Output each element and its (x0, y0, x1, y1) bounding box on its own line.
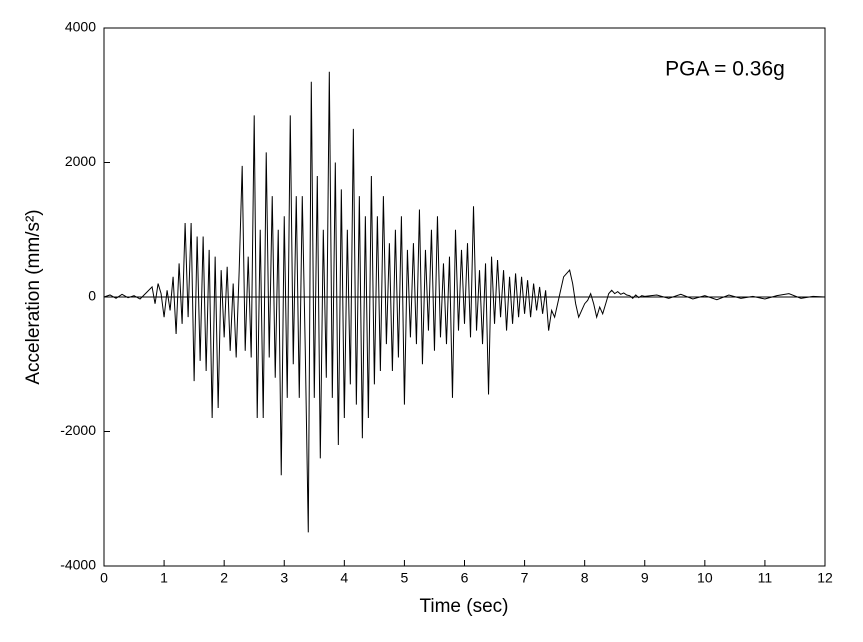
x-tick-label: 3 (280, 570, 288, 586)
x-axis-label: Time (sec) (419, 596, 508, 617)
x-tick-label: 0 (100, 570, 108, 586)
acceleration-line (103, 71, 826, 533)
x-tick-label: 11 (758, 570, 773, 586)
y-tick-label: 4000 (65, 19, 96, 35)
y-tick-label: -2000 (60, 422, 96, 438)
x-tick-label: 9 (641, 570, 649, 586)
y-tick-label: 2000 (65, 153, 96, 169)
x-tick-label: 7 (521, 570, 529, 586)
y-tick-label: 0 (88, 288, 96, 304)
x-tick-label: 4 (340, 570, 348, 586)
x-tick-label: 12 (817, 570, 833, 586)
x-tick-label: 2 (220, 570, 228, 586)
y-axis-label: Acceleration (mm/s²) (23, 209, 44, 384)
x-tick-label: 6 (461, 570, 469, 586)
x-tick-label: 5 (401, 570, 409, 586)
y-tick-label: -4000 (60, 557, 96, 573)
x-tick-label: 8 (581, 570, 589, 586)
annotation: PGA = 0.36g (665, 58, 785, 81)
x-tick-label: 10 (697, 570, 713, 586)
x-tick-label: 1 (160, 570, 168, 586)
